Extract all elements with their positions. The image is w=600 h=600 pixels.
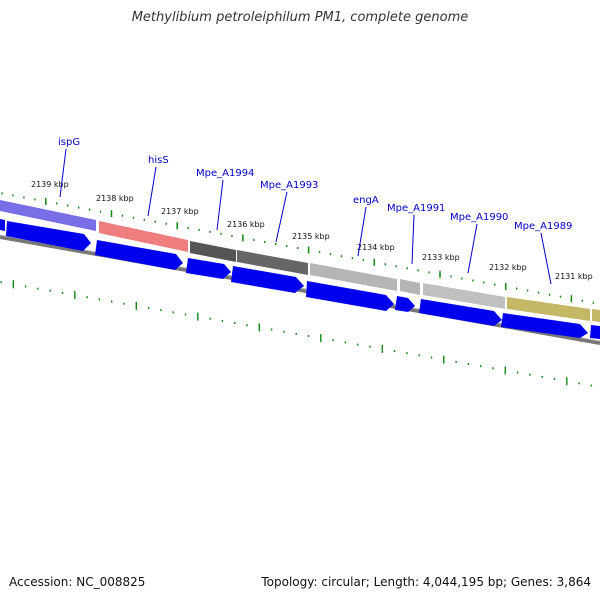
cds-arrow (501, 313, 588, 338)
gene-leader-line (411, 214, 415, 265)
feature-band (0, 200, 600, 322)
gene-leader-line (467, 223, 478, 274)
band-segment-a1994 (190, 241, 236, 262)
gene-label: engA (353, 195, 379, 206)
tick-label: 2133 kbp (422, 253, 460, 262)
accession-text: Accession: NC_008825 (9, 575, 146, 589)
tick-label: 2132 kbp (489, 263, 527, 272)
band-segment-next (592, 309, 600, 322)
band-segment-a1990 (423, 283, 505, 309)
gene-label: hisS (148, 155, 169, 166)
band-segment-a1991 (400, 279, 420, 295)
cds-arrow (419, 299, 502, 326)
cds-arrow (395, 296, 415, 312)
gene-leader-line (540, 232, 552, 285)
gene-label: Mpe_A1990 (450, 212, 508, 223)
tick-label: 2139 kbp (31, 180, 69, 189)
tick-label: 2136 kbp (227, 220, 265, 229)
gene-label: Mpe_A1991 (387, 203, 445, 214)
ticks-inner (0, 280, 593, 387)
band-segment-a1993 (237, 250, 308, 275)
band-segment-ispG (0, 200, 96, 231)
cds-arrow (6, 221, 91, 251)
band-segment-engA (310, 263, 397, 291)
genome-summary: Topology: circular; Length: 4,044,195 bp… (261, 575, 591, 589)
gene-label: ispG (58, 137, 80, 148)
gene-label: Mpe_A1993 (260, 180, 318, 191)
gene-leader-line (147, 166, 157, 217)
cds-arrow (0, 219, 5, 231)
cds-arrow (231, 266, 304, 293)
band-segment-a1989 (507, 297, 590, 321)
cds-arrow (186, 258, 231, 279)
tick-label: 2137 kbp (161, 207, 199, 216)
cds-arrow (590, 325, 600, 339)
tick-label: 2134 kbp (357, 243, 395, 252)
gene-labels: ispG hisS Mpe_A1994 Mpe_A1993 engA Mpe_A1991 M… (58, 137, 572, 285)
cds-arrow (306, 281, 394, 311)
band-segment-hisS (99, 221, 188, 252)
tick-label: 2138 kbp (96, 194, 134, 203)
gene-label: Mpe_A1994 (196, 168, 254, 179)
cds-arrow (95, 240, 183, 270)
gene-leader-line (216, 179, 224, 231)
map-title: Methylibium petroleiphilum PM1, complete… (131, 10, 469, 25)
gene-leader-line (275, 191, 288, 243)
tick-labels: 2139 kbp 2138 kbp 2137 kbp 2136 kbp 2135 kbp… (31, 180, 593, 281)
cds-arrows (0, 219, 600, 339)
tick-label: 2131 kbp (555, 272, 593, 281)
gene-leader-line (357, 206, 367, 257)
tick-label: 2135 kbp (292, 232, 330, 241)
ticks-outer (1, 192, 594, 304)
gene-leader-line (59, 148, 67, 198)
gene-label: Mpe_A1989 (514, 221, 572, 232)
